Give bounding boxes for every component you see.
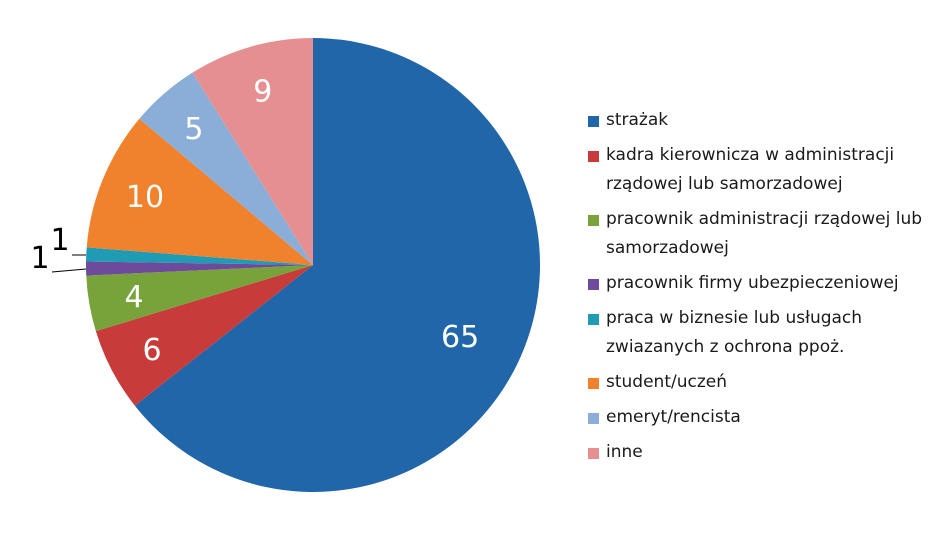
legend-item-3: pracownik administracji rządowej lub samo… [588,205,933,263]
pie-slice-6 [86,118,313,265]
slice-value-label-3: 4 [125,280,144,315]
pie-slice-3 [86,265,313,332]
legend-item-2: kadra kierownicza w administracji rządowe… [588,141,933,199]
legend-label-3-line-2: samorzadowej [606,238,729,258]
pie-slice-4 [86,261,313,276]
legend-label-6-line-1: student/uczeń [606,372,727,392]
legend-label-5-line-2: zwiazanych z ochrona ppoż. [606,337,845,357]
legend-swatch-3 [588,215,599,226]
legend-item-5: praca w biznesie lub usługach zwiazanych … [588,304,933,362]
slice-value-label-5: 1 [50,223,69,258]
legend-swatch-2 [588,151,599,162]
pie-slice-7 [139,72,313,265]
legend-label-2-line-1: kadra kierownicza w administracji [606,145,895,165]
pie-slice-2 [95,265,313,406]
slice-value-label-4: 1 [30,241,49,276]
legend-label-8-line-1: inne [606,442,643,462]
legend-item-4: pracownik firmy ubezpieczeniowej [588,269,933,298]
legend-item-8: inne [588,438,933,467]
legend-swatch-1 [588,116,599,127]
legend-swatch-6 [588,378,599,389]
legend-label-3-line-1: pracownik administracji rządowej lub [606,209,923,229]
chart-legend: strażak kadra kierownicza w administracji… [588,106,933,473]
leader-line-4 [51,268,87,273]
legend-item-6: student/uczeń [588,368,933,397]
legend-label-7-line-1: emeryt/rencista [606,407,741,427]
slice-value-label-1: 65 [441,320,479,355]
pie-slice-1 [134,38,541,492]
legend-item-1: strażak [588,106,933,135]
legend-swatch-7 [588,413,599,424]
pie-slice-8 [192,38,313,265]
legend-label-4-line-1: pracownik firmy ubezpieczeniowej [606,273,899,293]
legend-label-5-line-1: praca w biznesie lub usługach [606,308,863,328]
slice-value-label-6: 10 [126,180,164,215]
legend-swatch-5 [588,314,599,325]
legend-swatch-4 [588,279,599,290]
legend-label-2-line-2: rządowej lub samorzadowej [606,174,843,194]
pie-slice-5 [86,247,313,265]
legend-item-7: emeryt/rencista [588,403,933,432]
legend-swatch-8 [588,448,599,459]
slice-value-label-7: 5 [184,112,203,147]
legend-label-1-line-1: strażak [606,110,669,130]
slice-value-label-8: 9 [253,75,272,110]
slice-value-label-2: 6 [143,333,162,368]
